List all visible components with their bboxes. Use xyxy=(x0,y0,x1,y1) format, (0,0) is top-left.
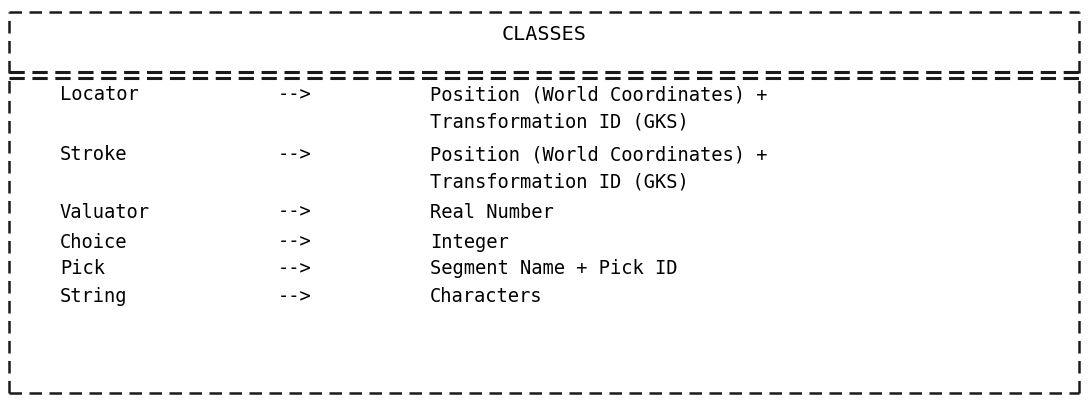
Text: -->: --> xyxy=(277,232,311,252)
Text: -->: --> xyxy=(277,85,311,104)
Text: Characters: Characters xyxy=(430,288,542,307)
Text: -->: --> xyxy=(277,260,311,279)
Text: String: String xyxy=(60,288,127,307)
Text: Segment Name + Pick ID: Segment Name + Pick ID xyxy=(430,260,677,279)
Text: CLASSES: CLASSES xyxy=(502,26,586,45)
Text: Valuator: Valuator xyxy=(60,202,150,222)
Text: Position (World Coordinates) +: Position (World Coordinates) + xyxy=(430,85,767,104)
Text: Transformation ID (GKS): Transformation ID (GKS) xyxy=(430,173,689,192)
Text: -->: --> xyxy=(277,288,311,307)
Text: Position (World Coordinates) +: Position (World Coordinates) + xyxy=(430,145,767,164)
Text: Pick: Pick xyxy=(60,260,104,279)
Text: Locator: Locator xyxy=(60,85,138,104)
Text: Choice: Choice xyxy=(60,232,127,252)
Text: Real Number: Real Number xyxy=(430,202,554,222)
Text: Integer: Integer xyxy=(430,232,508,252)
Text: -->: --> xyxy=(277,202,311,222)
Text: Transformation ID (GKS): Transformation ID (GKS) xyxy=(430,113,689,132)
Text: -->: --> xyxy=(277,145,311,164)
Text: Stroke: Stroke xyxy=(60,145,127,164)
